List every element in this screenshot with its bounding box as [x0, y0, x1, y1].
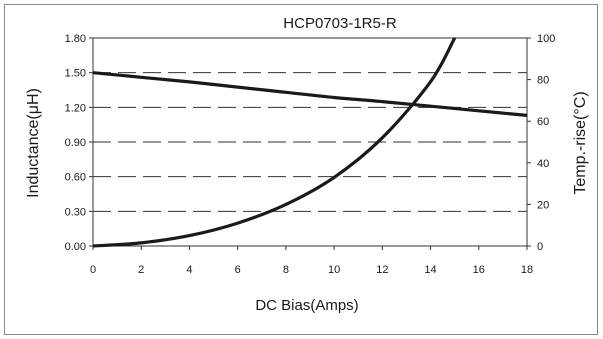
y-right-tick-label-4: 80 — [537, 75, 549, 87]
chart-title: HCP0703-1R5-R — [283, 15, 397, 32]
x-tick-label-2: 4 — [186, 264, 192, 276]
y-left-tick-label-6: 1.80 — [65, 33, 86, 45]
temperature-rise-line — [93, 37, 457, 248]
inductance-line — [93, 71, 527, 117]
y-right-tick-label-1: 20 — [537, 199, 549, 211]
y-right-tick-label-3: 60 — [537, 116, 549, 128]
y-left-tick-label-4: 1.20 — [65, 102, 86, 114]
x-tick-label-9: 18 — [521, 264, 533, 276]
x-tick-label-5: 10 — [328, 264, 340, 276]
x-tick-label-7: 14 — [424, 264, 436, 276]
x-tick-label-1: 2 — [138, 264, 144, 276]
y-axis-left-label: Inductance(μH) — [25, 88, 42, 198]
x-tick-label-0: 0 — [90, 264, 96, 276]
x-tick-label-4: 8 — [283, 264, 289, 276]
x-axis-label: DC Bias(Amps) — [255, 297, 358, 314]
y-left-tick-label-1: 0.30 — [65, 206, 86, 218]
y-left-tick-label-3: 0.90 — [65, 137, 86, 149]
y-left-tick-label-0: 0.00 — [65, 241, 86, 253]
y-left-tick-label-2: 0.60 — [65, 172, 86, 184]
y-right-tick-label-5: 100 — [537, 33, 555, 45]
y-axis-right-label: Temp.-rise(°C) — [572, 91, 589, 194]
y-left-tick-label-5: 1.50 — [65, 68, 86, 80]
y-right-tick-label-2: 40 — [537, 158, 549, 170]
chart-frame — [4, 4, 598, 335]
y-right-tick-label-0: 0 — [537, 241, 543, 253]
x-tick-label-6: 12 — [376, 264, 388, 276]
x-tick-label-8: 16 — [473, 264, 485, 276]
x-tick-label-3: 6 — [235, 264, 241, 276]
